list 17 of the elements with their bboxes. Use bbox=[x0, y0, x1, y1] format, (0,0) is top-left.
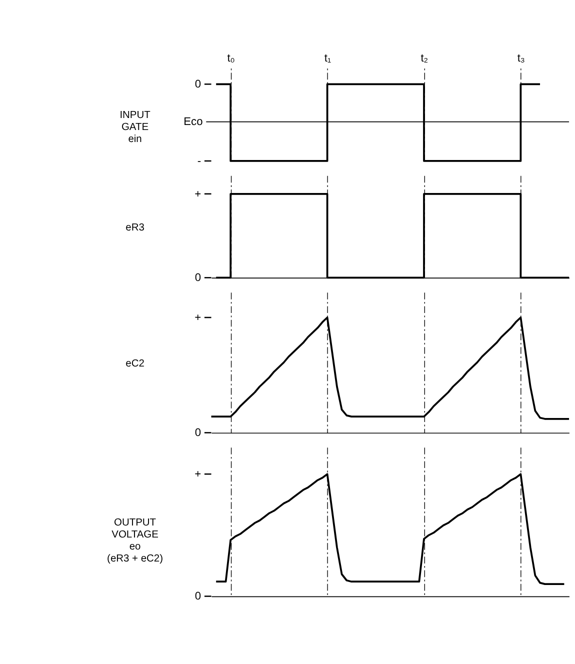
x-tick-label: t₃ bbox=[517, 52, 525, 65]
y-axis-title: OUTPUT VOLTAGE eo (eR3 + eC2) bbox=[107, 518, 163, 564]
text: + bbox=[194, 468, 202, 480]
ref-line-label: Eco bbox=[184, 116, 203, 128]
x-tick-label: t₁ bbox=[324, 52, 332, 65]
text: 0 bbox=[194, 272, 202, 284]
text: 0 bbox=[194, 78, 202, 91]
y-axis-title: eR3 bbox=[126, 222, 145, 234]
y-axis-title: INPUT GATE ein bbox=[120, 110, 150, 145]
x-tick-label: t₂ bbox=[420, 52, 428, 65]
text: 0 bbox=[194, 427, 202, 440]
text: + bbox=[194, 312, 202, 324]
x-tick-label: t₀ bbox=[227, 52, 235, 65]
text: - bbox=[197, 155, 202, 168]
text: 0 bbox=[194, 590, 202, 603]
text: + bbox=[194, 188, 202, 200]
y-axis-title: eC2 bbox=[126, 358, 145, 370]
